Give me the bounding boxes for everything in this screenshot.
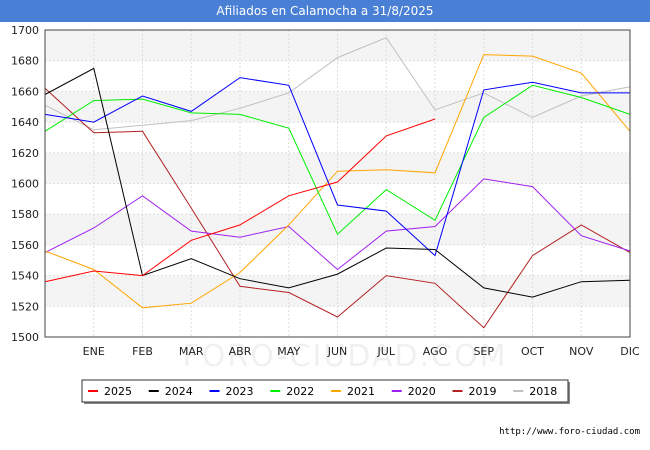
x-tick-label: ABR (229, 345, 252, 358)
x-tick-label: MAY (277, 345, 300, 358)
y-tick-label: 1660 (11, 85, 39, 98)
y-tick-label: 1620 (11, 147, 39, 160)
legend-box (81, 379, 569, 403)
y-tick-label: 1700 (11, 24, 39, 37)
x-tick-label: AGO (423, 345, 448, 358)
y-tick-label: 1540 (11, 270, 39, 283)
source-url: http://www.foro-ciudad.com (499, 427, 640, 437)
x-tick-label: ENE (83, 345, 105, 358)
series-line-2020 (44, 178, 631, 271)
x-tick-label: JUL (377, 345, 396, 358)
series-line-2023 (44, 77, 630, 257)
y-axis-ticks: 1500 1520 1540 1560 1580 1600 1620 1640 1660 1680… (11, 24, 39, 344)
x-tick-label: JUN (327, 345, 348, 358)
x-tick-label: MAR (179, 345, 204, 358)
legend-label-2023: 2023 (226, 385, 254, 398)
y-tick-label: 1500 (11, 331, 39, 344)
legend-label-2019: 2019 (469, 385, 497, 398)
y-tick-label: 1580 (11, 208, 39, 221)
y-tick-label: 1560 (11, 239, 39, 252)
legend-label-2024: 2024 (165, 385, 193, 398)
legend-label-2020: 2020 (408, 385, 436, 398)
x-axis-ticks: ENE FEB MAR ABR MAY JUN JUL AGO SEP OCT NOV DIC (83, 345, 640, 358)
series-line-2021 (44, 54, 631, 309)
x-tick-label: FEB (132, 345, 153, 358)
series-lines (44, 37, 631, 329)
series-line-2022 (44, 84, 631, 236)
x-tick-label: OCT (521, 345, 544, 358)
y-tick-label: 1680 (11, 55, 39, 68)
x-tick-label: DIC (620, 345, 640, 358)
series-line-2025 (44, 118, 436, 283)
plot-frame (44, 29, 631, 338)
x-tick-label: SEP (473, 345, 494, 358)
legend: 2025 2024 2023 2022 2021 2020 2019 2018 (81, 379, 570, 404)
watermark-text: FORO-CIUDAD.COM (183, 339, 508, 374)
y-tick-label: 1600 (11, 178, 39, 191)
y-tick-label: 1640 (11, 116, 39, 129)
legend-label-2021: 2021 (347, 385, 375, 398)
legend-label-2022: 2022 (286, 385, 314, 398)
legend-label-2018: 2018 (529, 385, 557, 398)
x-tick-label: NOV (569, 345, 594, 358)
y-tick-label: 1520 (11, 300, 39, 313)
legend-label-2025: 2025 (104, 385, 132, 398)
series-line-2018 (44, 37, 631, 131)
chart-title: Afiliados en Calamocha a 31/8/2025 (0, 0, 650, 22)
series-line-2019 (44, 87, 631, 329)
